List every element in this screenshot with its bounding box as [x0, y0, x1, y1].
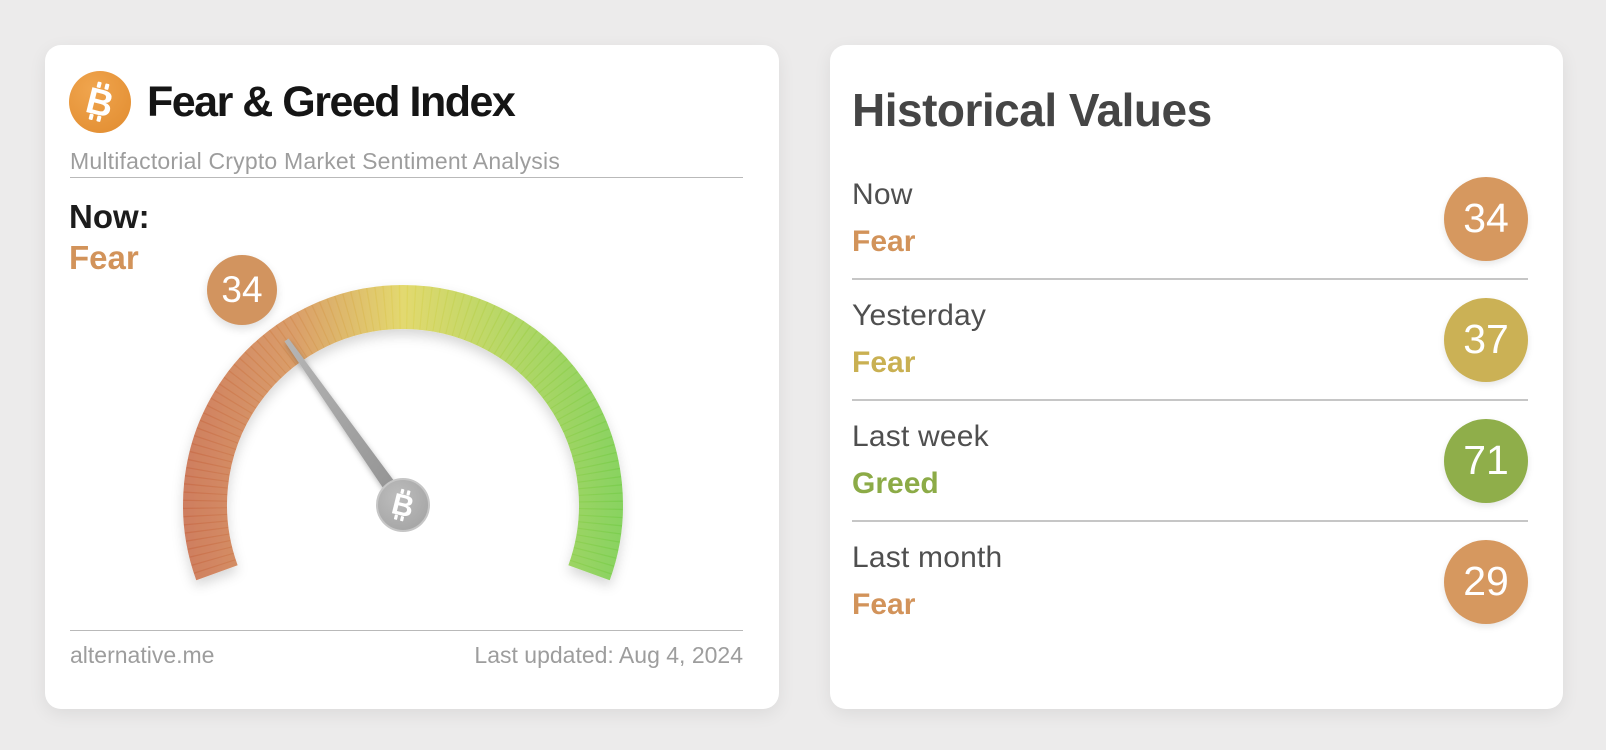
row-label: Last week	[852, 420, 989, 453]
history-row-now: Now Fear 34	[852, 159, 1528, 280]
bitcoin-icon: B	[69, 71, 131, 133]
svg-text:B: B	[388, 487, 417, 524]
row-value-badge: 71	[1444, 418, 1528, 503]
row-label: Last month	[852, 541, 1003, 574]
fear-greed-subtitle: Multifactorial Crypto Market Sentiment A…	[70, 148, 561, 174]
now-label: Now:	[69, 198, 150, 235]
bitcoin-hub-icon: B	[388, 487, 417, 524]
fear-greed-header: B Fear & Greed Index	[69, 71, 516, 133]
history-row-yesterday: Yesterday Fear 37	[852, 280, 1528, 401]
gauge-needle	[284, 338, 419, 523]
header-divider	[70, 177, 743, 178]
historical-values-card: Historical Values Now Fear 34 Yesterday …	[830, 45, 1563, 709]
history-row-last-week: Last week Greed 71	[852, 401, 1528, 522]
fear-greed-card: B Fear & Greed Index Multifactorial Cryp…	[45, 45, 779, 709]
source-link[interactable]: alternative.me	[70, 642, 215, 668]
historical-values-title: Historical Values	[852, 84, 1212, 136]
row-label: Yesterday	[852, 299, 987, 332]
gauge-value-badge: 34	[207, 255, 277, 325]
row-classification: Fear	[852, 225, 916, 258]
row-value-badge: 37	[1444, 297, 1528, 382]
row-classification: Fear	[852, 346, 916, 379]
gauge-hub: B	[376, 478, 430, 532]
now-classification: Fear	[69, 239, 139, 276]
last-updated-text: Last updated: Aug 4, 2024	[474, 642, 743, 668]
historical-values-list: Now Fear 34 Yesterday Fear 37 Last week …	[852, 159, 1528, 641]
history-row-last-month: Last month Fear 29	[852, 522, 1528, 641]
row-classification: Fear	[852, 588, 916, 621]
row-value-badge: 29	[1444, 539, 1528, 624]
row-classification: Greed	[852, 467, 939, 500]
fear-greed-title: Fear & Greed Index	[147, 77, 516, 126]
gauge-arc	[183, 285, 623, 581]
row-value-badge: 34	[1444, 176, 1528, 261]
footer-divider	[70, 630, 743, 631]
row-label: Now	[852, 178, 913, 211]
gauge-chart: B	[183, 285, 623, 581]
